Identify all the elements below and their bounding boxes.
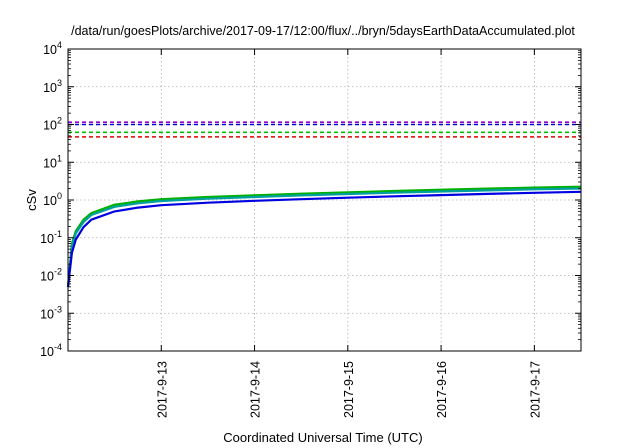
y-tick-label: 103	[43, 78, 62, 95]
series-line	[66, 187, 582, 288]
x-tick-label: 2017-9-13	[155, 361, 169, 418]
y-tick-label: 100	[43, 191, 62, 208]
y-tick-label: 10-3	[40, 304, 62, 321]
series-line	[66, 185, 582, 287]
y-tick-label: 10-2	[40, 267, 62, 284]
y-tick-label: 102	[43, 116, 62, 133]
y-tick-label: 104	[43, 40, 62, 57]
x-tick-label: 2017-9-17	[528, 361, 542, 418]
x-axis-label: Coordinated Universal Time (UTC)	[223, 430, 422, 445]
chart-title: /data/run/goesPlots/archive/2017-09-17/1…	[71, 24, 575, 38]
series-line	[66, 190, 582, 288]
y-axis-label: cSv	[24, 189, 39, 211]
y-tick-label: 10-4	[40, 342, 62, 359]
y-axis: 10-4 10-3 10-2 10-1 100 101 102 103 104	[40, 40, 581, 359]
x-tick-label: 2017-9-14	[249, 361, 263, 418]
y-tick-label: 10-1	[40, 229, 62, 246]
x-axis: 2017-9-13 2017-9-14 2017-9-15 2017-9-16 2017…	[155, 49, 542, 418]
y-tick-label: 101	[43, 153, 62, 170]
x-tick-label: 2017-9-16	[435, 361, 449, 418]
series-group	[66, 185, 582, 288]
reference-lines	[68, 121, 581, 138]
x-tick-label: 2017-9-15	[342, 361, 356, 418]
